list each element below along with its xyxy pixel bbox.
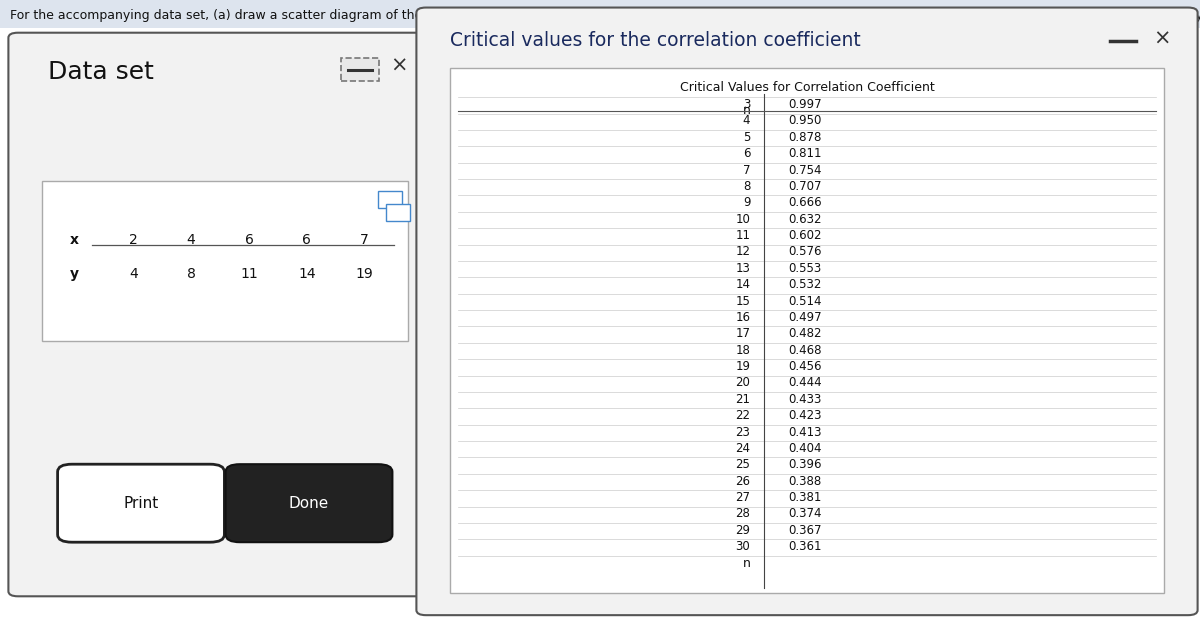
Text: 5: 5	[743, 131, 750, 144]
Text: 0.468: 0.468	[788, 343, 822, 357]
Text: 6: 6	[743, 147, 750, 160]
Text: 4: 4	[743, 114, 750, 128]
Text: 0.632: 0.632	[788, 213, 822, 226]
FancyBboxPatch shape	[386, 204, 410, 221]
Text: 11: 11	[240, 267, 258, 281]
Text: n: n	[743, 557, 750, 570]
Text: 7: 7	[743, 164, 750, 177]
Text: 0.811: 0.811	[788, 147, 822, 160]
Text: 18: 18	[736, 343, 750, 357]
Text: 10: 10	[736, 213, 750, 226]
Text: 0.423: 0.423	[788, 409, 822, 422]
Text: 0.404: 0.404	[788, 442, 822, 455]
Text: ×: ×	[1153, 28, 1170, 48]
Text: 0.413: 0.413	[788, 426, 822, 438]
Text: Data set: Data set	[48, 60, 154, 84]
Text: 29: 29	[736, 524, 750, 537]
Text: 8: 8	[187, 267, 196, 281]
Text: 25: 25	[736, 459, 750, 471]
Text: 8: 8	[743, 180, 750, 193]
Text: ×: ×	[390, 55, 407, 75]
Text: 13: 13	[736, 262, 750, 275]
Text: 0.388: 0.388	[788, 475, 822, 487]
Text: 6: 6	[245, 233, 253, 247]
Text: 0.367: 0.367	[788, 524, 822, 537]
Text: 9: 9	[743, 196, 750, 209]
Text: 20: 20	[736, 377, 750, 389]
FancyBboxPatch shape	[450, 68, 1164, 593]
Text: 23: 23	[736, 426, 750, 438]
Text: n: n	[743, 104, 750, 117]
Text: Critical values for the correlation coefficient: Critical values for the correlation coef…	[450, 31, 860, 50]
Text: 14: 14	[298, 267, 316, 281]
FancyBboxPatch shape	[58, 464, 224, 542]
Text: 0.950: 0.950	[788, 114, 822, 128]
Text: Done: Done	[289, 496, 329, 511]
FancyBboxPatch shape	[226, 464, 392, 542]
Text: 15: 15	[736, 294, 750, 308]
FancyBboxPatch shape	[378, 191, 402, 208]
Text: 0.381: 0.381	[788, 491, 822, 504]
Text: 22: 22	[736, 409, 750, 422]
Text: 0.361: 0.361	[788, 540, 822, 554]
Text: 11: 11	[736, 229, 750, 242]
Text: 4: 4	[128, 267, 138, 281]
Text: 0.666: 0.666	[788, 196, 822, 209]
Text: 0.514: 0.514	[788, 294, 822, 308]
Text: For the accompanying data set, (a) draw a scatter diagram of the data, (b) by ha: For the accompanying data set, (a) draw …	[10, 9, 1200, 22]
Text: 0.433: 0.433	[788, 393, 822, 406]
FancyBboxPatch shape	[42, 181, 408, 341]
Text: 28: 28	[736, 508, 750, 520]
Text: Click here to view the critical values table.: Click here to view the critical values t…	[10, 79, 282, 92]
Text: 0.497: 0.497	[788, 311, 822, 324]
Text: 0.482: 0.482	[788, 327, 822, 340]
Text: 2: 2	[128, 233, 138, 247]
Text: 0.576: 0.576	[788, 245, 822, 259]
Text: 7: 7	[360, 233, 370, 247]
Text: 17: 17	[736, 327, 750, 340]
Text: 0.396: 0.396	[788, 459, 822, 471]
Text: 19: 19	[736, 360, 750, 373]
Text: x: x	[70, 233, 79, 247]
Text: 0.374: 0.374	[788, 508, 822, 520]
Text: 24: 24	[736, 442, 750, 455]
Text: 26: 26	[736, 475, 750, 487]
FancyBboxPatch shape	[341, 58, 379, 81]
FancyBboxPatch shape	[8, 33, 442, 596]
Text: 0.532: 0.532	[788, 278, 822, 291]
Text: y: y	[70, 267, 79, 281]
FancyBboxPatch shape	[416, 8, 1198, 615]
Text: Critical Values for Correlation Coefficient: Critical Values for Correlation Coeffici…	[679, 81, 935, 94]
Text: 4: 4	[187, 233, 196, 247]
Text: 16: 16	[736, 311, 750, 324]
Text: 12: 12	[736, 245, 750, 259]
Text: 0.553: 0.553	[788, 262, 822, 275]
Text: 0.997: 0.997	[788, 98, 822, 111]
Text: 0.602: 0.602	[788, 229, 822, 242]
Text: Click here to view the data set.: Click here to view the data set.	[10, 53, 209, 67]
FancyBboxPatch shape	[0, 0, 1200, 28]
Text: 27: 27	[736, 491, 750, 504]
Text: Print: Print	[124, 496, 158, 511]
Text: 0.707: 0.707	[788, 180, 822, 193]
Text: 0.878: 0.878	[788, 131, 822, 144]
Text: 14: 14	[736, 278, 750, 291]
Text: 0.444: 0.444	[788, 377, 822, 389]
Text: 0.456: 0.456	[788, 360, 822, 373]
Text: 21: 21	[736, 393, 750, 406]
Text: 6: 6	[302, 233, 311, 247]
Text: 0.754: 0.754	[788, 164, 822, 177]
Text: 19: 19	[356, 267, 373, 281]
Text: 3: 3	[743, 98, 750, 111]
Text: 30: 30	[736, 540, 750, 554]
